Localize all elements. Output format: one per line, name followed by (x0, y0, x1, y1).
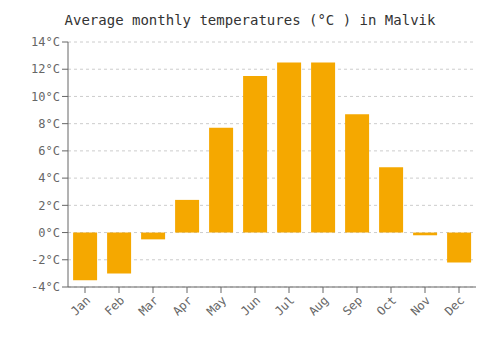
svg-text:May: May (204, 293, 229, 318)
svg-text:0°C: 0°C (38, 226, 60, 240)
svg-text:Mar: Mar (136, 293, 161, 318)
svg-text:6°C: 6°C (38, 144, 60, 158)
html-text:Average monthly temperatures (: Average monthly temperatures (°C ) in Ma… (64, 12, 436, 28)
svg-text:Jun: Jun (238, 293, 263, 318)
svg-text:4°C: 4°C (38, 171, 60, 185)
svg-text:Apr: Apr (170, 293, 195, 318)
svg-text:2°C: 2°C (38, 199, 60, 213)
svg-text:-4°C: -4°C (31, 280, 60, 294)
svg-text:Nov: Nov (408, 293, 433, 318)
svg-text:Jan: Jan (68, 293, 93, 318)
svg-text:14°C: 14°C (31, 35, 60, 49)
svg-text:Dec: Dec (442, 293, 467, 318)
svg-text:12°C: 12°C (31, 62, 60, 76)
svg-text:Jul: Jul (272, 293, 297, 318)
svg-text:Aug: Aug (306, 293, 331, 318)
svg-text:Oct: Oct (374, 293, 399, 318)
svg-text:10°C: 10°C (31, 90, 60, 104)
svg-text:8°C: 8°C (38, 117, 60, 131)
svg-text:-2°C: -2°C (31, 253, 60, 267)
svg-text:Feb: Feb (102, 293, 127, 318)
svg-text:Sep: Sep (340, 293, 365, 318)
